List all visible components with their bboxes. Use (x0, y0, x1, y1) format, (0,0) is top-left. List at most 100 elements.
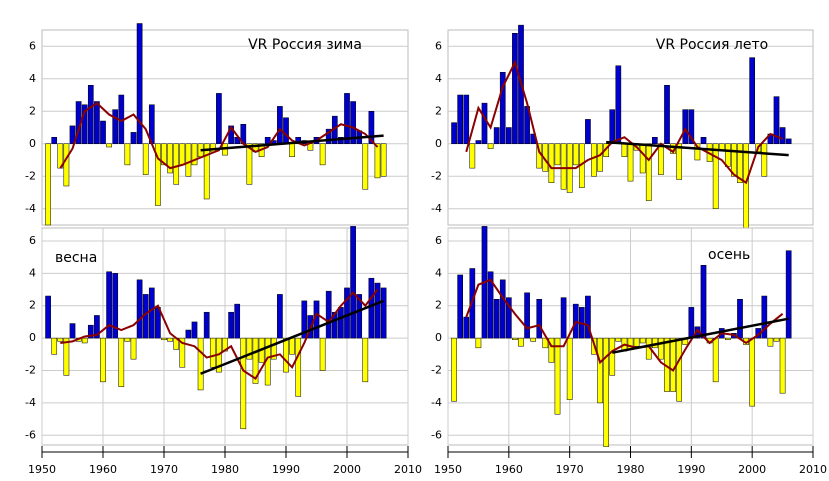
bar (112, 109, 119, 144)
bar (664, 85, 670, 144)
y-tick-label: 6 (435, 39, 442, 52)
y-tick-label: -4 (431, 202, 442, 215)
bar (457, 274, 464, 339)
bar (69, 323, 76, 339)
bar (118, 337, 125, 387)
bar (785, 250, 792, 339)
bar (301, 300, 308, 339)
bar (270, 337, 277, 360)
bar (682, 109, 689, 144)
y-tick-label: 4 (29, 266, 36, 279)
x-tick-label: 1980 (617, 463, 645, 476)
bar (767, 337, 774, 347)
bar (773, 96, 780, 144)
bar (106, 143, 112, 148)
bar (368, 277, 375, 339)
x-tick-label: 1950 (28, 463, 56, 476)
bar (645, 143, 652, 201)
y-tick-label: 4 (435, 266, 442, 279)
y-tick-label: 4 (29, 72, 36, 85)
bar (325, 128, 332, 144)
bar (487, 143, 494, 149)
y-tick-label: -4 (431, 396, 442, 409)
y-tick-label: -4 (25, 202, 36, 215)
bar (124, 143, 131, 166)
bar (130, 132, 137, 144)
bar (148, 287, 155, 339)
y-tick-label: 0 (29, 137, 36, 150)
bar (463, 94, 470, 144)
bar (234, 303, 241, 339)
trend-line (200, 134, 384, 152)
bar (277, 106, 283, 144)
bar (627, 143, 634, 182)
bar (724, 337, 731, 340)
bar (87, 324, 94, 339)
y-tick-label: 6 (29, 234, 36, 247)
smoothed-line (59, 101, 379, 170)
bar (585, 119, 591, 144)
bar (81, 104, 88, 144)
bar (749, 337, 756, 407)
bar (676, 143, 683, 180)
bar (451, 337, 457, 402)
bar (779, 337, 786, 394)
trend-line (612, 317, 789, 354)
bar (216, 93, 222, 144)
trend-line (606, 140, 789, 157)
bar (499, 72, 506, 144)
bar (694, 143, 701, 161)
bar (560, 297, 567, 339)
bar (87, 85, 94, 144)
chart-title: VR Россия лето (656, 37, 768, 53)
x-tick-label: 1980 (211, 463, 239, 476)
bar (185, 329, 192, 339)
bar (469, 143, 476, 169)
chart-title: VR Россия зима (248, 37, 362, 53)
bar (57, 337, 64, 342)
bar (356, 294, 363, 339)
bar (51, 337, 58, 355)
bar (289, 337, 295, 355)
y-tick-label: 2 (435, 104, 442, 117)
bar (295, 337, 302, 397)
y-tick-label: -2 (431, 364, 442, 377)
y-tick-label: -2 (431, 169, 442, 182)
bar (374, 143, 381, 179)
bar (639, 143, 646, 174)
bar (493, 299, 500, 339)
y-tick-label: 2 (29, 299, 36, 312)
bar (94, 315, 100, 339)
smoothed-line (465, 278, 784, 372)
y-tick-label: 6 (29, 39, 36, 52)
bar (512, 337, 518, 340)
bar (676, 337, 683, 402)
bar (203, 311, 210, 339)
bar (173, 143, 180, 185)
chart-title: весна (55, 250, 97, 266)
bar (277, 294, 283, 339)
bar (700, 264, 707, 339)
bar (63, 143, 70, 187)
bar (524, 292, 530, 339)
y-tick-label: -6 (25, 428, 36, 441)
bar (179, 337, 186, 368)
bar (136, 23, 143, 144)
y-tick-label: -2 (25, 364, 36, 377)
bar (779, 127, 786, 144)
y-tick-label: -6 (431, 428, 442, 441)
bar (100, 337, 106, 383)
bar (700, 137, 707, 144)
bar (712, 143, 719, 209)
bar (81, 337, 88, 344)
x-tick-label: 1960 (89, 463, 117, 476)
bar (505, 127, 512, 144)
bar (670, 337, 676, 392)
x-tick-label: 1970 (150, 463, 178, 476)
bar (749, 57, 756, 144)
bar (380, 287, 387, 339)
y-tick-label: 2 (29, 104, 36, 117)
bar (338, 137, 344, 144)
bar (731, 143, 737, 177)
